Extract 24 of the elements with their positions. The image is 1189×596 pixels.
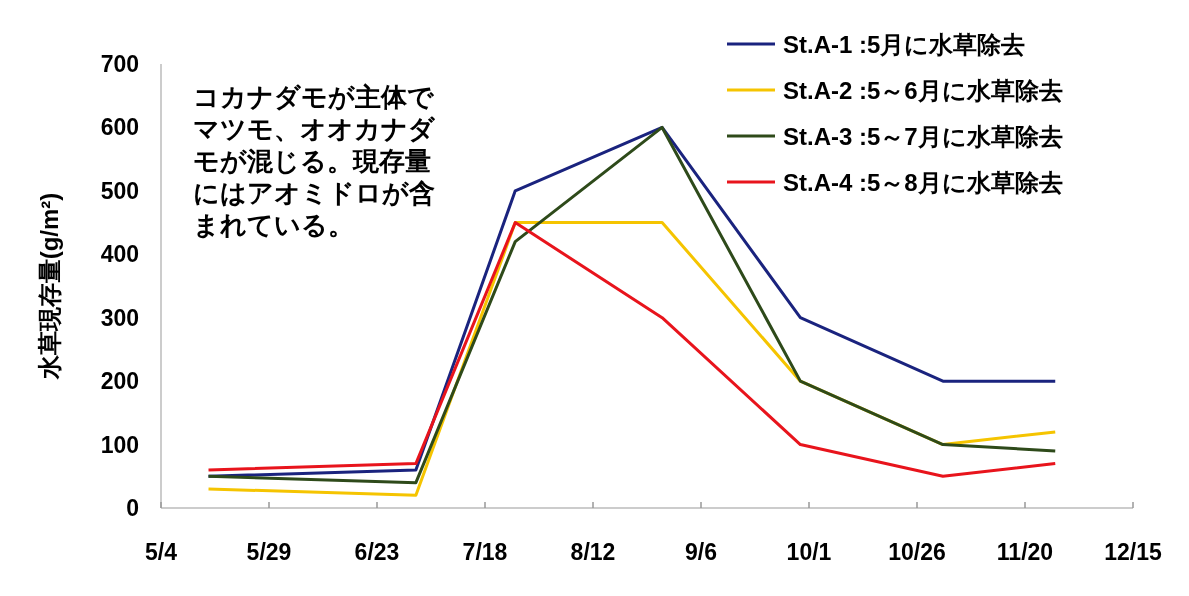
x-tick-label: 9/6 [685, 539, 717, 565]
x-tick-label: 10/26 [888, 539, 946, 565]
y-axis-title: 水草現存量(g/m²) [36, 192, 63, 381]
legend-label: St.A-4 :5～8月に水草除去 [783, 169, 1063, 196]
y-tick-label: 200 [100, 368, 139, 395]
x-tick-label: 12/15 [1104, 539, 1162, 565]
y-tick-label: 400 [100, 241, 139, 268]
x-tick-label: 5/4 [145, 539, 178, 565]
x-tick-label: 6/23 [354, 539, 400, 565]
legend-label: St.A-1 :5月に水草除去 [783, 31, 1026, 58]
legend-label: St.A-2 :5～6月に水草除去 [783, 77, 1063, 104]
x-tick-label: 8/12 [570, 539, 616, 565]
x-tick-label: 10/1 [786, 539, 832, 565]
x-tick-label: 7/18 [462, 539, 508, 565]
y-tick-label: 700 [100, 51, 139, 77]
y-tick-label: 100 [100, 431, 139, 458]
y-tick-label: 300 [100, 304, 139, 331]
annotation: コカナダモが主体でマツモ、オオカナダモが混じる。現存量にはアオミドロが含まれている。 [193, 82, 436, 240]
x-tick-label: 11/20 [996, 539, 1054, 565]
y-tick-label: 500 [100, 177, 139, 204]
y-tick-label: 0 [126, 495, 139, 521]
y-tick-label: 600 [100, 114, 139, 141]
legend-label: St.A-3 :5～7月に水草除去 [783, 123, 1063, 150]
x-tick-label: 5/29 [246, 539, 292, 565]
